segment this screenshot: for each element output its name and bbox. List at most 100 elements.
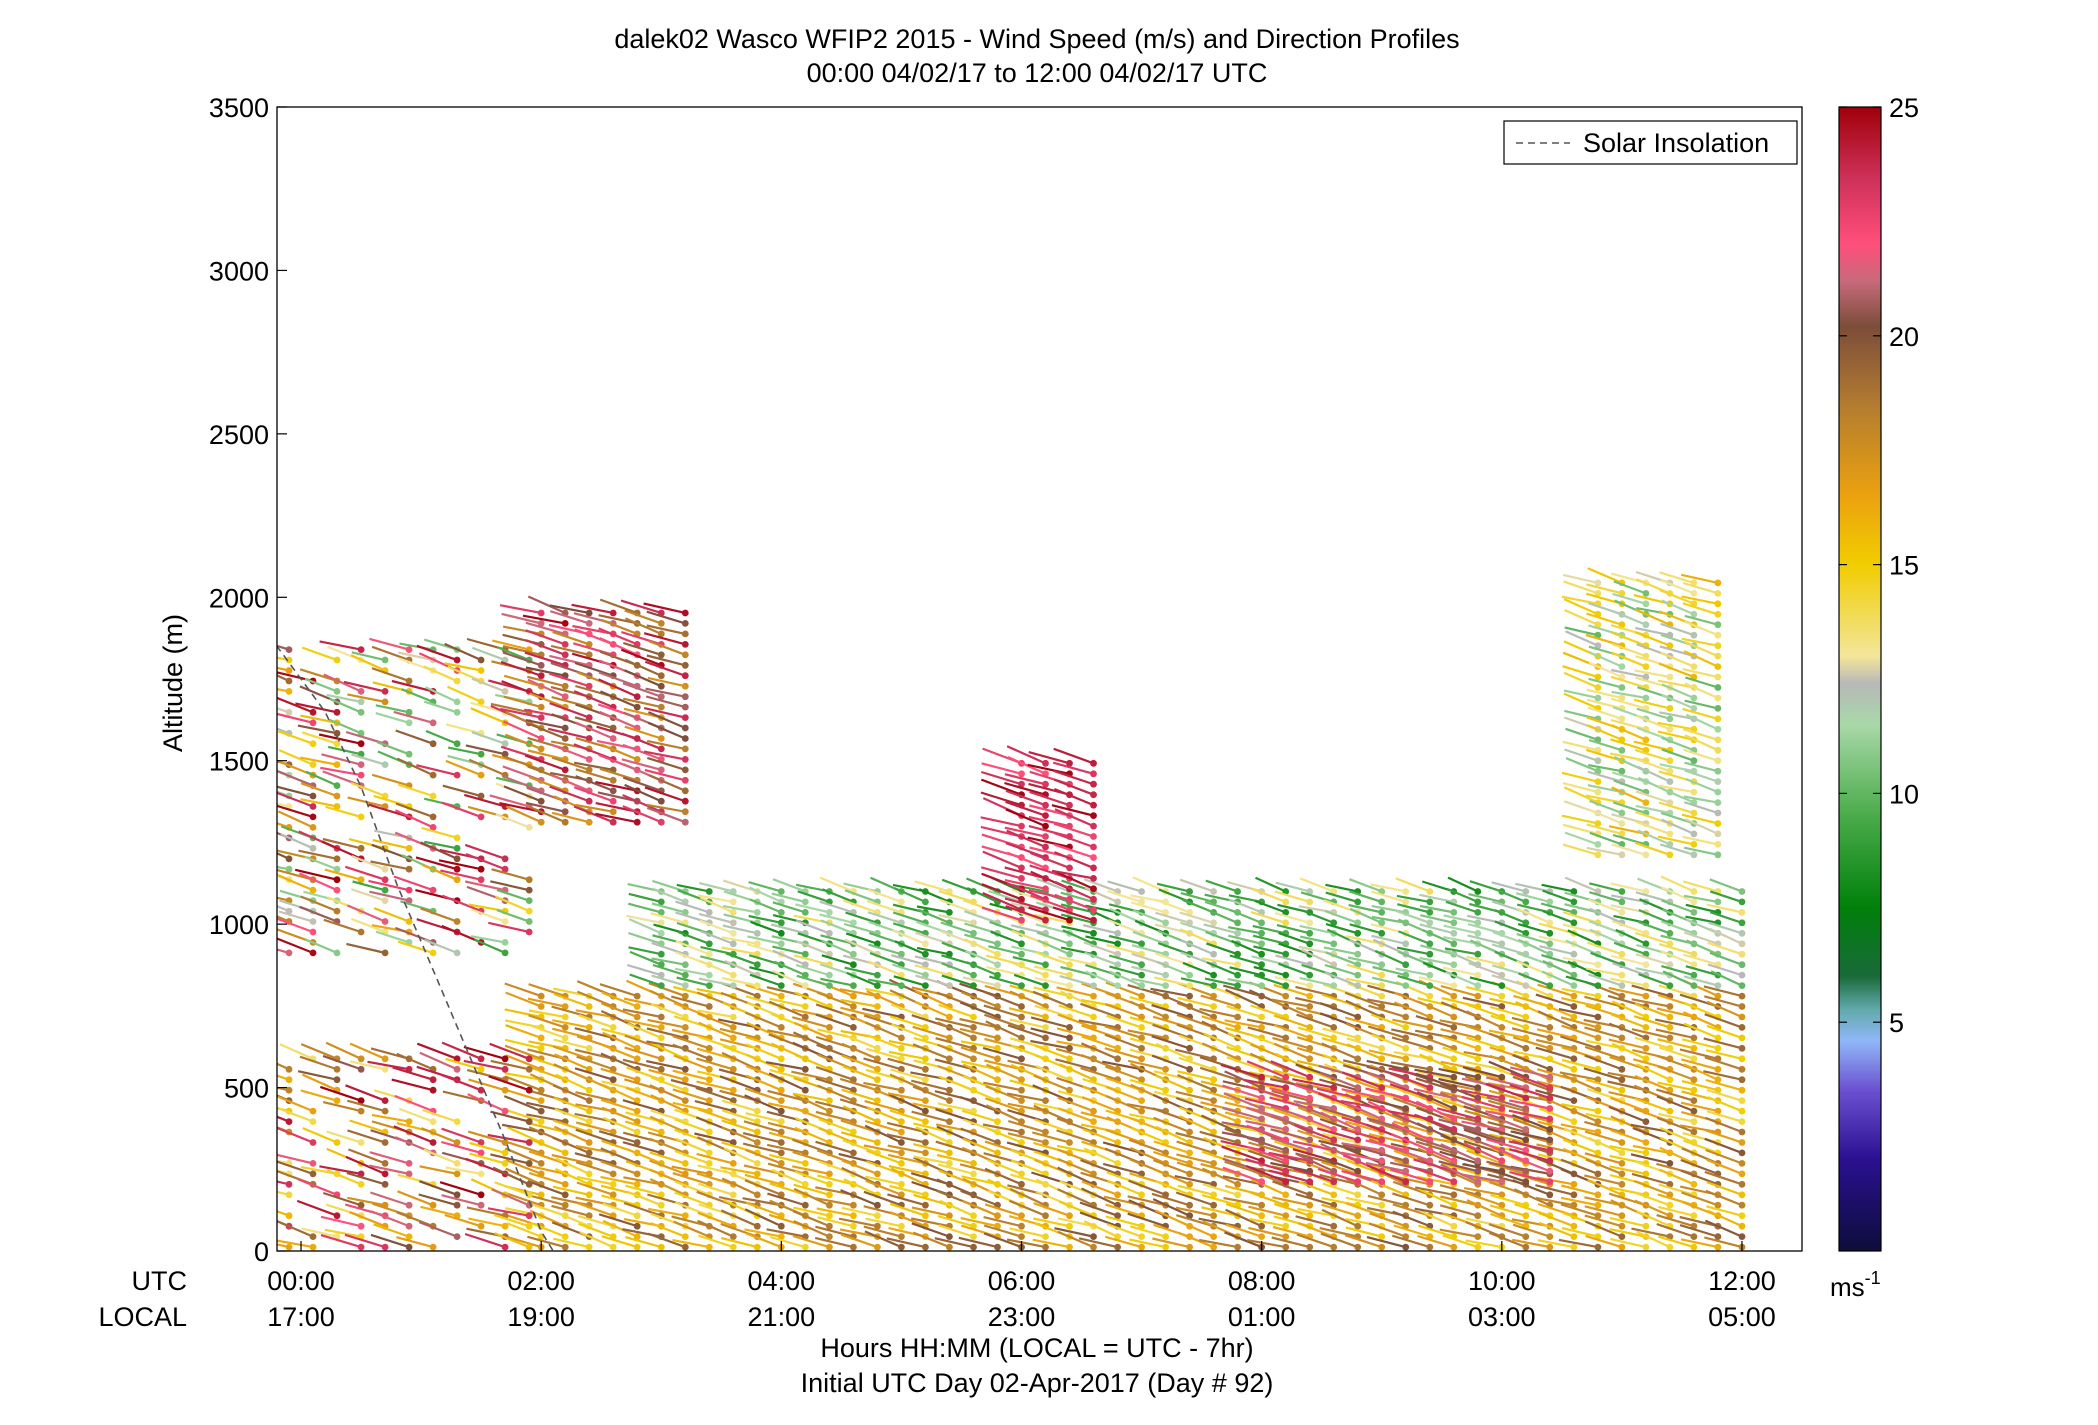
wind-barb-stick	[1299, 976, 1334, 987]
wind-barb-stick	[1295, 1152, 1334, 1165]
wind-barb-stick	[914, 964, 950, 977]
wind-barb-dot	[874, 1243, 881, 1251]
wind-barb-stick	[441, 1073, 482, 1092]
wind-barb-stick	[1438, 1118, 1479, 1131]
wind-barb-dot	[1450, 1073, 1458, 1081]
wind-barb-stick	[742, 1142, 782, 1155]
wind-barb-stick	[865, 1047, 902, 1060]
wind-barb-dot	[922, 1212, 929, 1220]
wind-barb-stick	[423, 665, 458, 682]
wind-barb-dot	[1306, 1201, 1314, 1209]
wind-barb-stick	[1419, 893, 1454, 903]
wind-barb-stick	[277, 1095, 314, 1113]
wind-barb-stick	[441, 801, 482, 818]
wind-barb-stick	[528, 1014, 566, 1029]
wind-barb-stick	[1178, 1220, 1215, 1238]
wind-barb-dot	[405, 708, 413, 716]
wind-barb-stick	[1036, 931, 1070, 945]
wind-barb-stick	[1609, 1055, 1647, 1071]
wind-barb-stick	[504, 733, 542, 750]
wind-barb-stick	[960, 1127, 998, 1144]
wind-barb-dot	[1354, 1084, 1362, 1091]
wind-barb-stick	[1397, 974, 1431, 987]
wind-barb-stick	[1613, 580, 1647, 595]
wind-barb-stick	[888, 1165, 926, 1175]
wind-barb-dot	[333, 1139, 341, 1146]
wind-barb-dot	[1738, 940, 1746, 948]
wind-barb-dot	[994, 1076, 1001, 1084]
wind-barb-stick	[602, 1219, 638, 1238]
wind-barb-dot	[657, 1055, 665, 1063]
wind-barb-dot	[1258, 929, 1265, 937]
wind-barb-stick	[1151, 1004, 1190, 1019]
wind-barb-stick	[1178, 1231, 1215, 1249]
wind-barb-dot	[1594, 621, 1602, 629]
wind-barb-stick	[892, 911, 926, 924]
wind-barb-stick	[842, 1139, 878, 1154]
wind-barb-stick	[793, 1093, 830, 1113]
wind-barb-dot	[1714, 898, 1722, 906]
wind-barb-stick	[697, 1211, 734, 1228]
wind-barb-stick	[1560, 1123, 1599, 1134]
wind-barb-stick	[1541, 954, 1575, 966]
wind-barb-stick	[552, 1185, 590, 1196]
wind-barb-stick	[814, 1236, 854, 1249]
wind-barb-dot	[1498, 940, 1506, 948]
wind-barb-stick	[652, 879, 686, 893]
wind-barb-stick	[553, 1119, 590, 1134]
wind-barb-stick	[1439, 1082, 1479, 1100]
wind-barb-stick	[867, 911, 902, 924]
wind-barb-dot	[1474, 1073, 1482, 1081]
wind-barb-dot	[1186, 1086, 1193, 1094]
wind-barb-stick	[964, 949, 998, 966]
wind-barb-dot	[357, 761, 365, 768]
wind-barb-dot	[1330, 888, 1338, 895]
wind-barb-stick	[441, 1194, 482, 1207]
wind-barb-dot	[1066, 971, 1073, 979]
wind-barb-stick	[1340, 1099, 1382, 1110]
wind-barb-stick	[1367, 1071, 1407, 1089]
wind-barb-dot	[1354, 898, 1362, 906]
wind-barb-stick	[1681, 1038, 1719, 1050]
wind-barb-stick	[1205, 879, 1238, 893]
wind-barb-stick	[863, 1190, 902, 1207]
wind-barb-stick	[960, 1216, 998, 1228]
wind-barb-stick	[1056, 1027, 1094, 1039]
wind-barb-dot	[1450, 1157, 1458, 1165]
wind-barb-stick	[1488, 1231, 1527, 1249]
wind-barb-dot	[1690, 1107, 1698, 1115]
wind-barb-dot	[381, 949, 389, 957]
wind-barb-dot	[1138, 982, 1145, 989]
wind-barb-stick	[1129, 1146, 1167, 1165]
wind-barb-dot	[753, 982, 761, 989]
wind-barb-dot	[681, 1024, 689, 1031]
wind-barb-stick	[1638, 908, 1671, 924]
wind-barb-dot	[1450, 909, 1458, 916]
wind-barb-stick	[1028, 906, 1070, 922]
wind-barb-dot	[1282, 1084, 1290, 1091]
wind-barb-stick	[351, 753, 386, 766]
wind-barb-dot	[801, 1160, 809, 1167]
wind-barb-dot	[285, 1180, 293, 1188]
wind-barb-stick	[815, 1100, 854, 1113]
wind-barb-dot	[1066, 1086, 1073, 1094]
wind-barb-stick	[465, 852, 506, 871]
wind-barb-stick	[768, 1000, 806, 1018]
wind-barb-stick	[318, 733, 362, 745]
wind-barb-dot	[850, 961, 857, 969]
wind-barb-stick	[470, 908, 506, 923]
wind-barb-stick	[1296, 1153, 1335, 1173]
wind-barb-stick	[296, 1199, 338, 1217]
wind-barb-dot	[826, 1191, 833, 1199]
wind-barb-dot	[777, 1160, 785, 1167]
wind-barb-stick	[1560, 1203, 1599, 1217]
wind-barb-dot	[1498, 1136, 1506, 1144]
wind-barb-stick	[1561, 1226, 1599, 1238]
wind-barb-stick	[1177, 996, 1214, 1008]
wind-barb-stick	[795, 940, 830, 956]
wind-barb-stick	[917, 908, 950, 924]
wind-barb-dot	[753, 1243, 761, 1251]
wind-barb-stick	[622, 1008, 662, 1019]
wind-barb-dot	[1018, 916, 1025, 924]
wind-barb-dot	[1690, 1055, 1698, 1063]
